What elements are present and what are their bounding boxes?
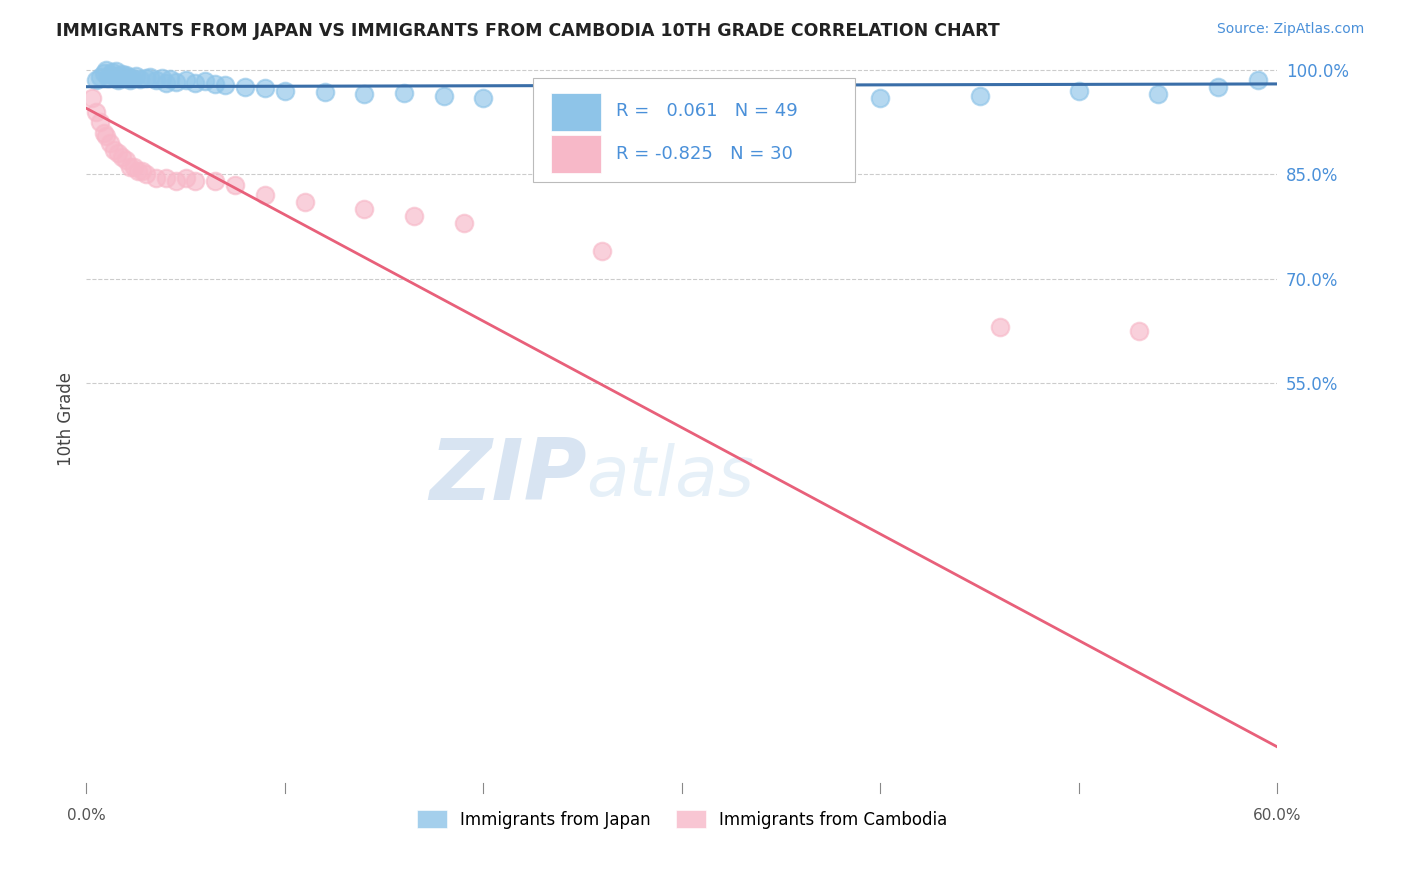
Point [98,136,121,150]
Point [472,91,495,105]
Point [94,129,117,144]
Point [128,72,150,87]
Point [165,174,187,188]
Point [353,87,375,102]
Point [135,167,157,181]
Point [294,195,316,210]
Point [155,170,177,185]
Point [690,87,713,102]
Point [103,143,125,157]
Point [592,244,614,258]
Point [94,63,117,78]
Point [1147,87,1170,102]
Point [89,115,111,129]
Text: Source: ZipAtlas.com: Source: ZipAtlas.com [1216,22,1364,37]
Point [98,68,121,82]
Legend: Immigrants from Japan, Immigrants from Cambodia: Immigrants from Japan, Immigrants from C… [411,804,953,835]
Point [118,73,141,87]
Point [224,178,246,192]
Point [145,170,167,185]
Point [869,91,891,105]
Point [174,72,197,87]
Point [122,161,145,175]
Point [770,153,793,168]
Point [531,88,554,103]
Point [107,146,129,161]
Point [117,70,139,84]
Point [253,188,276,202]
Point [82,91,104,105]
Point [204,77,226,91]
Point [127,163,149,178]
Point [108,70,131,84]
Point [131,163,153,178]
Point [103,69,125,83]
Point [84,104,107,119]
Text: atlas: atlas [586,443,755,510]
Point [107,72,129,87]
Point [118,161,141,175]
Point [214,78,236,92]
Text: 0.0%: 0.0% [67,807,105,822]
Point [314,85,336,99]
FancyBboxPatch shape [551,135,600,172]
Y-axis label: 10th Grade: 10th Grade [58,372,75,467]
Point [392,86,415,100]
Point [184,76,207,90]
Point [111,150,134,164]
Point [101,65,124,79]
Text: R =   0.061   N = 49: R = 0.061 N = 49 [616,103,799,120]
Point [433,88,456,103]
Point [115,68,138,82]
Point [274,84,297,98]
FancyBboxPatch shape [551,94,600,131]
Point [93,126,115,140]
Point [97,71,120,86]
Point [353,202,375,216]
Text: 60.0%: 60.0% [1253,807,1302,822]
Point [253,81,276,95]
Point [159,72,181,87]
Point [1128,324,1150,338]
Point [84,73,107,87]
Point [111,67,134,81]
Point [194,74,217,88]
Point [1246,73,1268,87]
Point [105,64,128,78]
Point [988,320,1011,334]
Point [155,76,177,90]
Point [112,71,135,86]
Point [93,66,115,80]
Point [233,79,256,94]
Point [969,88,991,103]
Text: ZIP: ZIP [429,435,586,518]
Point [184,174,207,188]
Point [453,216,475,230]
Point [115,153,138,168]
Point [135,70,157,85]
Point [174,170,197,185]
Point [1067,84,1090,98]
Point [612,146,634,161]
Point [139,70,162,84]
Text: IMMIGRANTS FROM JAPAN VS IMMIGRANTS FROM CAMBODIA 10TH GRADE CORRELATION CHART: IMMIGRANTS FROM JAPAN VS IMMIGRANTS FROM… [56,22,1000,40]
Point [125,69,148,83]
Point [145,73,167,87]
FancyBboxPatch shape [533,78,855,182]
Point [204,174,226,188]
Text: R = -0.825   N = 30: R = -0.825 N = 30 [616,145,793,163]
Point [1206,80,1229,95]
Point [121,71,143,86]
Point [402,209,425,223]
Point [150,71,173,86]
Point [89,70,111,84]
Point [165,75,187,89]
